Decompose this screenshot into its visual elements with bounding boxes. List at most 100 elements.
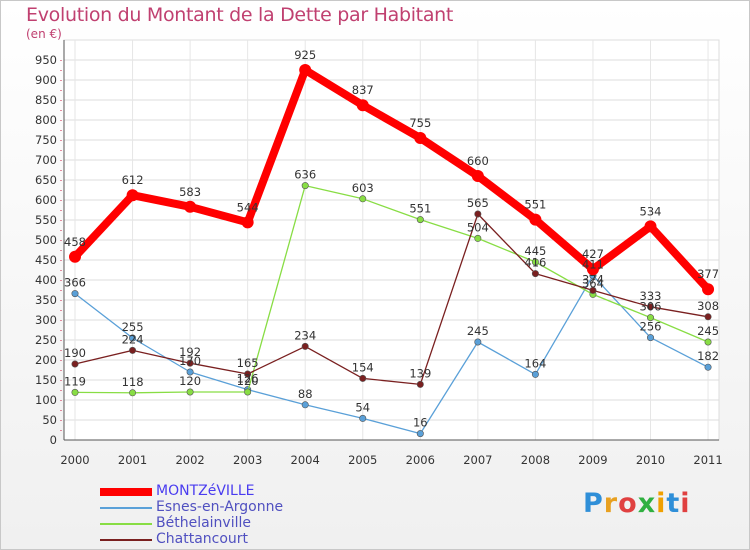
data-point	[301, 342, 309, 350]
data-point	[359, 414, 367, 422]
data-label: 120	[237, 374, 259, 388]
x-tick-label: 2001	[118, 453, 147, 467]
legend-label: Béthelainville	[156, 515, 251, 531]
x-tick-label: 2010	[636, 453, 665, 467]
data-point	[644, 220, 657, 233]
y-tick-label: 850	[35, 93, 57, 107]
legend-swatch	[100, 523, 152, 525]
y-tick-label: 700	[35, 153, 57, 167]
data-label: 925	[294, 48, 316, 62]
data-label: 364	[582, 276, 604, 290]
data-label: 504	[467, 220, 489, 234]
data-point	[186, 368, 194, 376]
data-point	[71, 388, 79, 396]
data-label: 16	[413, 416, 428, 430]
data-point	[704, 313, 712, 321]
proxiti-logo: Proxiti	[583, 488, 691, 519]
data-label: 445	[524, 244, 546, 258]
x-tick-label: 2008	[521, 453, 550, 467]
data-label: 192	[179, 345, 201, 359]
data-point	[531, 270, 539, 278]
y-tick-label: 350	[35, 293, 57, 307]
y-tick-label: 900	[35, 73, 57, 87]
legend-label: Chattancourt	[156, 531, 249, 547]
data-label: 234	[294, 328, 316, 342]
data-point	[69, 250, 81, 263]
data-label: 411	[582, 258, 604, 272]
chart-title: Evolution du Montant de la Dette par Hab…	[26, 4, 454, 26]
data-label: 245	[697, 324, 719, 338]
data-label: 119	[64, 374, 86, 388]
data-point	[416, 430, 424, 438]
legend-label: Esnes-en-Argonne	[156, 499, 284, 515]
y-tick-label: 450	[35, 253, 57, 267]
data-point	[356, 99, 369, 112]
y-tick-label: 300	[35, 313, 57, 327]
data-point	[244, 370, 252, 378]
data-point	[241, 216, 254, 229]
data-label: 534	[640, 204, 662, 218]
data-point	[71, 290, 79, 298]
data-point	[71, 360, 79, 368]
data-label: 182	[697, 349, 719, 363]
data-point	[359, 374, 367, 382]
data-label: 224	[122, 332, 144, 346]
data-label: 612	[122, 173, 144, 187]
data-point	[704, 363, 712, 371]
legend-swatch	[100, 488, 152, 496]
x-tick-label: 2000	[60, 453, 89, 467]
x-tick-label: 2003	[233, 453, 262, 467]
y-tick-label: 500	[35, 233, 57, 247]
data-label: 603	[352, 181, 374, 195]
legend-swatch	[100, 507, 152, 509]
series-line-2	[74, 184, 709, 394]
data-label: 583	[179, 185, 201, 199]
data-point	[474, 210, 482, 218]
data-point	[471, 170, 484, 182]
data-point	[129, 346, 137, 354]
data-label: 139	[409, 366, 431, 380]
data-point	[589, 286, 597, 294]
legend-label: MONTZéVILLE	[156, 483, 255, 499]
y-tick-label: 550	[35, 213, 57, 227]
x-tick-label: 2006	[406, 453, 435, 467]
x-tick-label: 2009	[578, 453, 607, 467]
data-label: 660	[467, 154, 489, 168]
data-point	[299, 64, 312, 76]
data-label: 374	[582, 272, 604, 286]
y-tick-label: 250	[35, 333, 57, 347]
data-point	[414, 132, 427, 144]
data-label: 755	[409, 116, 431, 130]
data-point	[186, 359, 194, 367]
data-label: 164	[524, 356, 546, 370]
y-tick-label: 950	[35, 53, 57, 67]
data-point	[702, 283, 715, 296]
data-point	[474, 338, 482, 346]
x-tick-label: 2007	[463, 453, 492, 467]
data-label: 636	[294, 168, 316, 182]
data-point	[129, 334, 137, 342]
data-point	[531, 370, 539, 378]
data-point	[704, 338, 712, 346]
data-point	[646, 314, 654, 322]
data-point	[416, 380, 424, 388]
data-label: 88	[298, 387, 313, 401]
data-label: 255	[122, 320, 144, 334]
y-tick-label: 50	[42, 413, 57, 427]
data-point	[646, 334, 654, 342]
y-tick-label: 100	[35, 393, 57, 407]
data-point	[301, 182, 309, 190]
data-point	[529, 213, 542, 226]
y-tick-label: 200	[35, 353, 57, 367]
data-label: 308	[697, 299, 719, 313]
data-point	[184, 200, 197, 213]
data-point	[531, 258, 539, 266]
data-point	[474, 234, 482, 242]
data-label: 154	[352, 360, 374, 374]
x-tick-label: 2005	[348, 453, 377, 467]
data-label: 170	[179, 354, 201, 368]
data-label: 54	[355, 400, 370, 414]
data-label: 551	[409, 202, 431, 216]
y-tick-label: 650	[35, 173, 57, 187]
data-label: 118	[122, 375, 144, 389]
